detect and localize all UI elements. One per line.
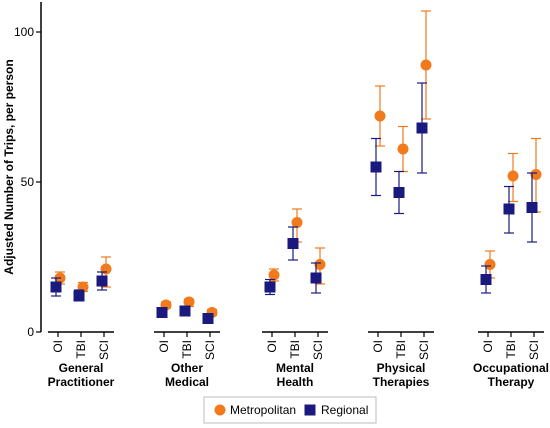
x-tick-label: OI [265, 340, 279, 353]
group-label: Practitioner [48, 375, 115, 389]
regional-point [416, 122, 428, 134]
x-tick-label: SCI [311, 340, 325, 360]
regional-point [526, 202, 538, 213]
x-tick-label: OI [481, 340, 495, 353]
x-tick-label: SCI [203, 340, 217, 360]
x-tick-label: OI [51, 340, 65, 353]
group-label: Therapies [373, 375, 430, 389]
regional-point [73, 290, 85, 302]
regional-point [50, 281, 62, 293]
regional-point [503, 203, 515, 215]
legend-regional-marker [304, 404, 316, 416]
legend-metropolitan-marker [214, 404, 226, 416]
x-tick-label: OI [157, 340, 171, 353]
group-label: Health [277, 375, 314, 389]
group-label: General [59, 361, 104, 375]
regional-point [179, 305, 191, 317]
y-tick-label: 100 [14, 25, 34, 39]
x-tick-label: TBI [394, 340, 408, 359]
group-label: Physical [377, 361, 426, 375]
x-tick-label: SCI [97, 340, 111, 360]
metropolitan-point [183, 296, 195, 308]
regional-point [156, 307, 168, 318]
regional-point [264, 281, 276, 293]
metropolitan-point [420, 59, 432, 71]
metropolitan-point [291, 217, 303, 228]
metropolitan-point [484, 259, 496, 270]
group-label: Therapy [488, 375, 535, 389]
x-tick-label: SCI [417, 340, 431, 360]
x-tick-label: TBI [288, 340, 302, 359]
group-label: Occupational [473, 361, 549, 375]
x-tick-label: SCI [527, 340, 541, 360]
regional-point [480, 274, 492, 285]
plot-area [50, 10, 542, 324]
group-label: Mental [276, 361, 314, 375]
regional-point [96, 275, 108, 287]
metropolitan-point [507, 170, 519, 182]
regional-point [393, 187, 405, 198]
metropolitan-point [530, 169, 542, 180]
y-ticks: 0 50 100 [14, 25, 41, 339]
legend-box [203, 396, 377, 424]
legend-regional-label: Regional [321, 403, 368, 417]
y-axis-label: Adjusted Number of Trips, per person [2, 59, 16, 274]
regional-point [310, 272, 322, 284]
y-tick-label: 0 [27, 325, 34, 339]
x-tick-label: TBI [180, 340, 194, 359]
regional-point [202, 313, 214, 324]
regional-point [370, 161, 382, 173]
group-label: Medical [165, 375, 209, 389]
x-tick-label: OI [371, 340, 385, 353]
group-label: Other [171, 361, 203, 375]
metropolitan-point [374, 110, 386, 122]
metropolitan-point [268, 269, 280, 281]
legend-metropolitan-label: Metropolitan [230, 403, 296, 417]
legend: Metropolitan Regional [203, 396, 377, 424]
metropolitan-point [397, 143, 409, 155]
y-tick-label: 50 [21, 175, 35, 189]
x-tick-label: TBI [504, 340, 518, 359]
metropolitan-point [314, 259, 326, 270]
x-tick-label: TBI [74, 340, 88, 359]
regional-point [287, 238, 299, 249]
